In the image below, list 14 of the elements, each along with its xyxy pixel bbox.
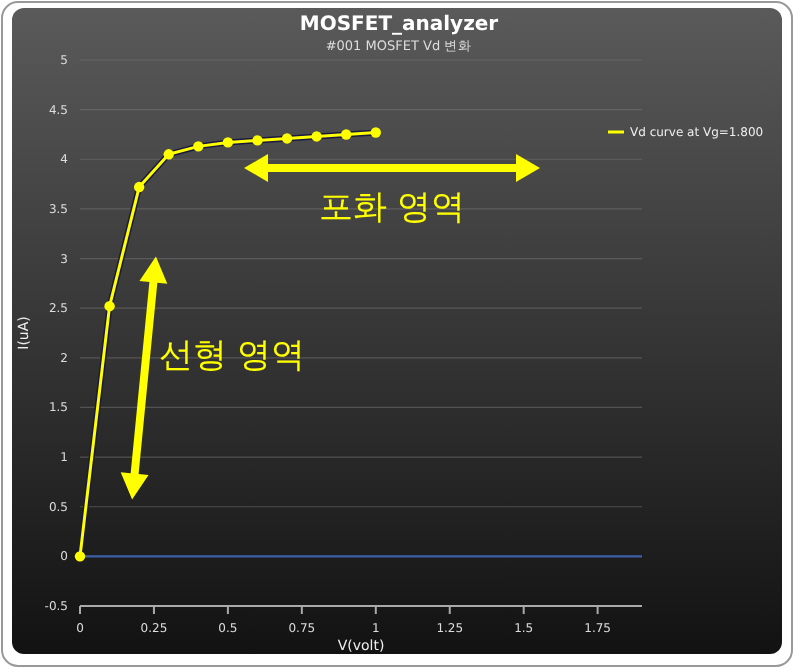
- point: [281, 133, 293, 144]
- point: [222, 137, 234, 148]
- annotation: 선형 영역: [158, 336, 306, 376]
- point: [74, 551, 86, 562]
- point: [252, 135, 263, 146]
- point: [163, 149, 174, 160]
- point: [104, 301, 115, 312]
- point: [133, 181, 145, 193]
- point: [341, 129, 352, 140]
- annotation: 포화 영역: [318, 188, 466, 228]
- point: [193, 141, 204, 152]
- chart-title: MOSFET_analyzer: [299, 14, 499, 36]
- point: [370, 127, 381, 138]
- point: [311, 131, 322, 142]
